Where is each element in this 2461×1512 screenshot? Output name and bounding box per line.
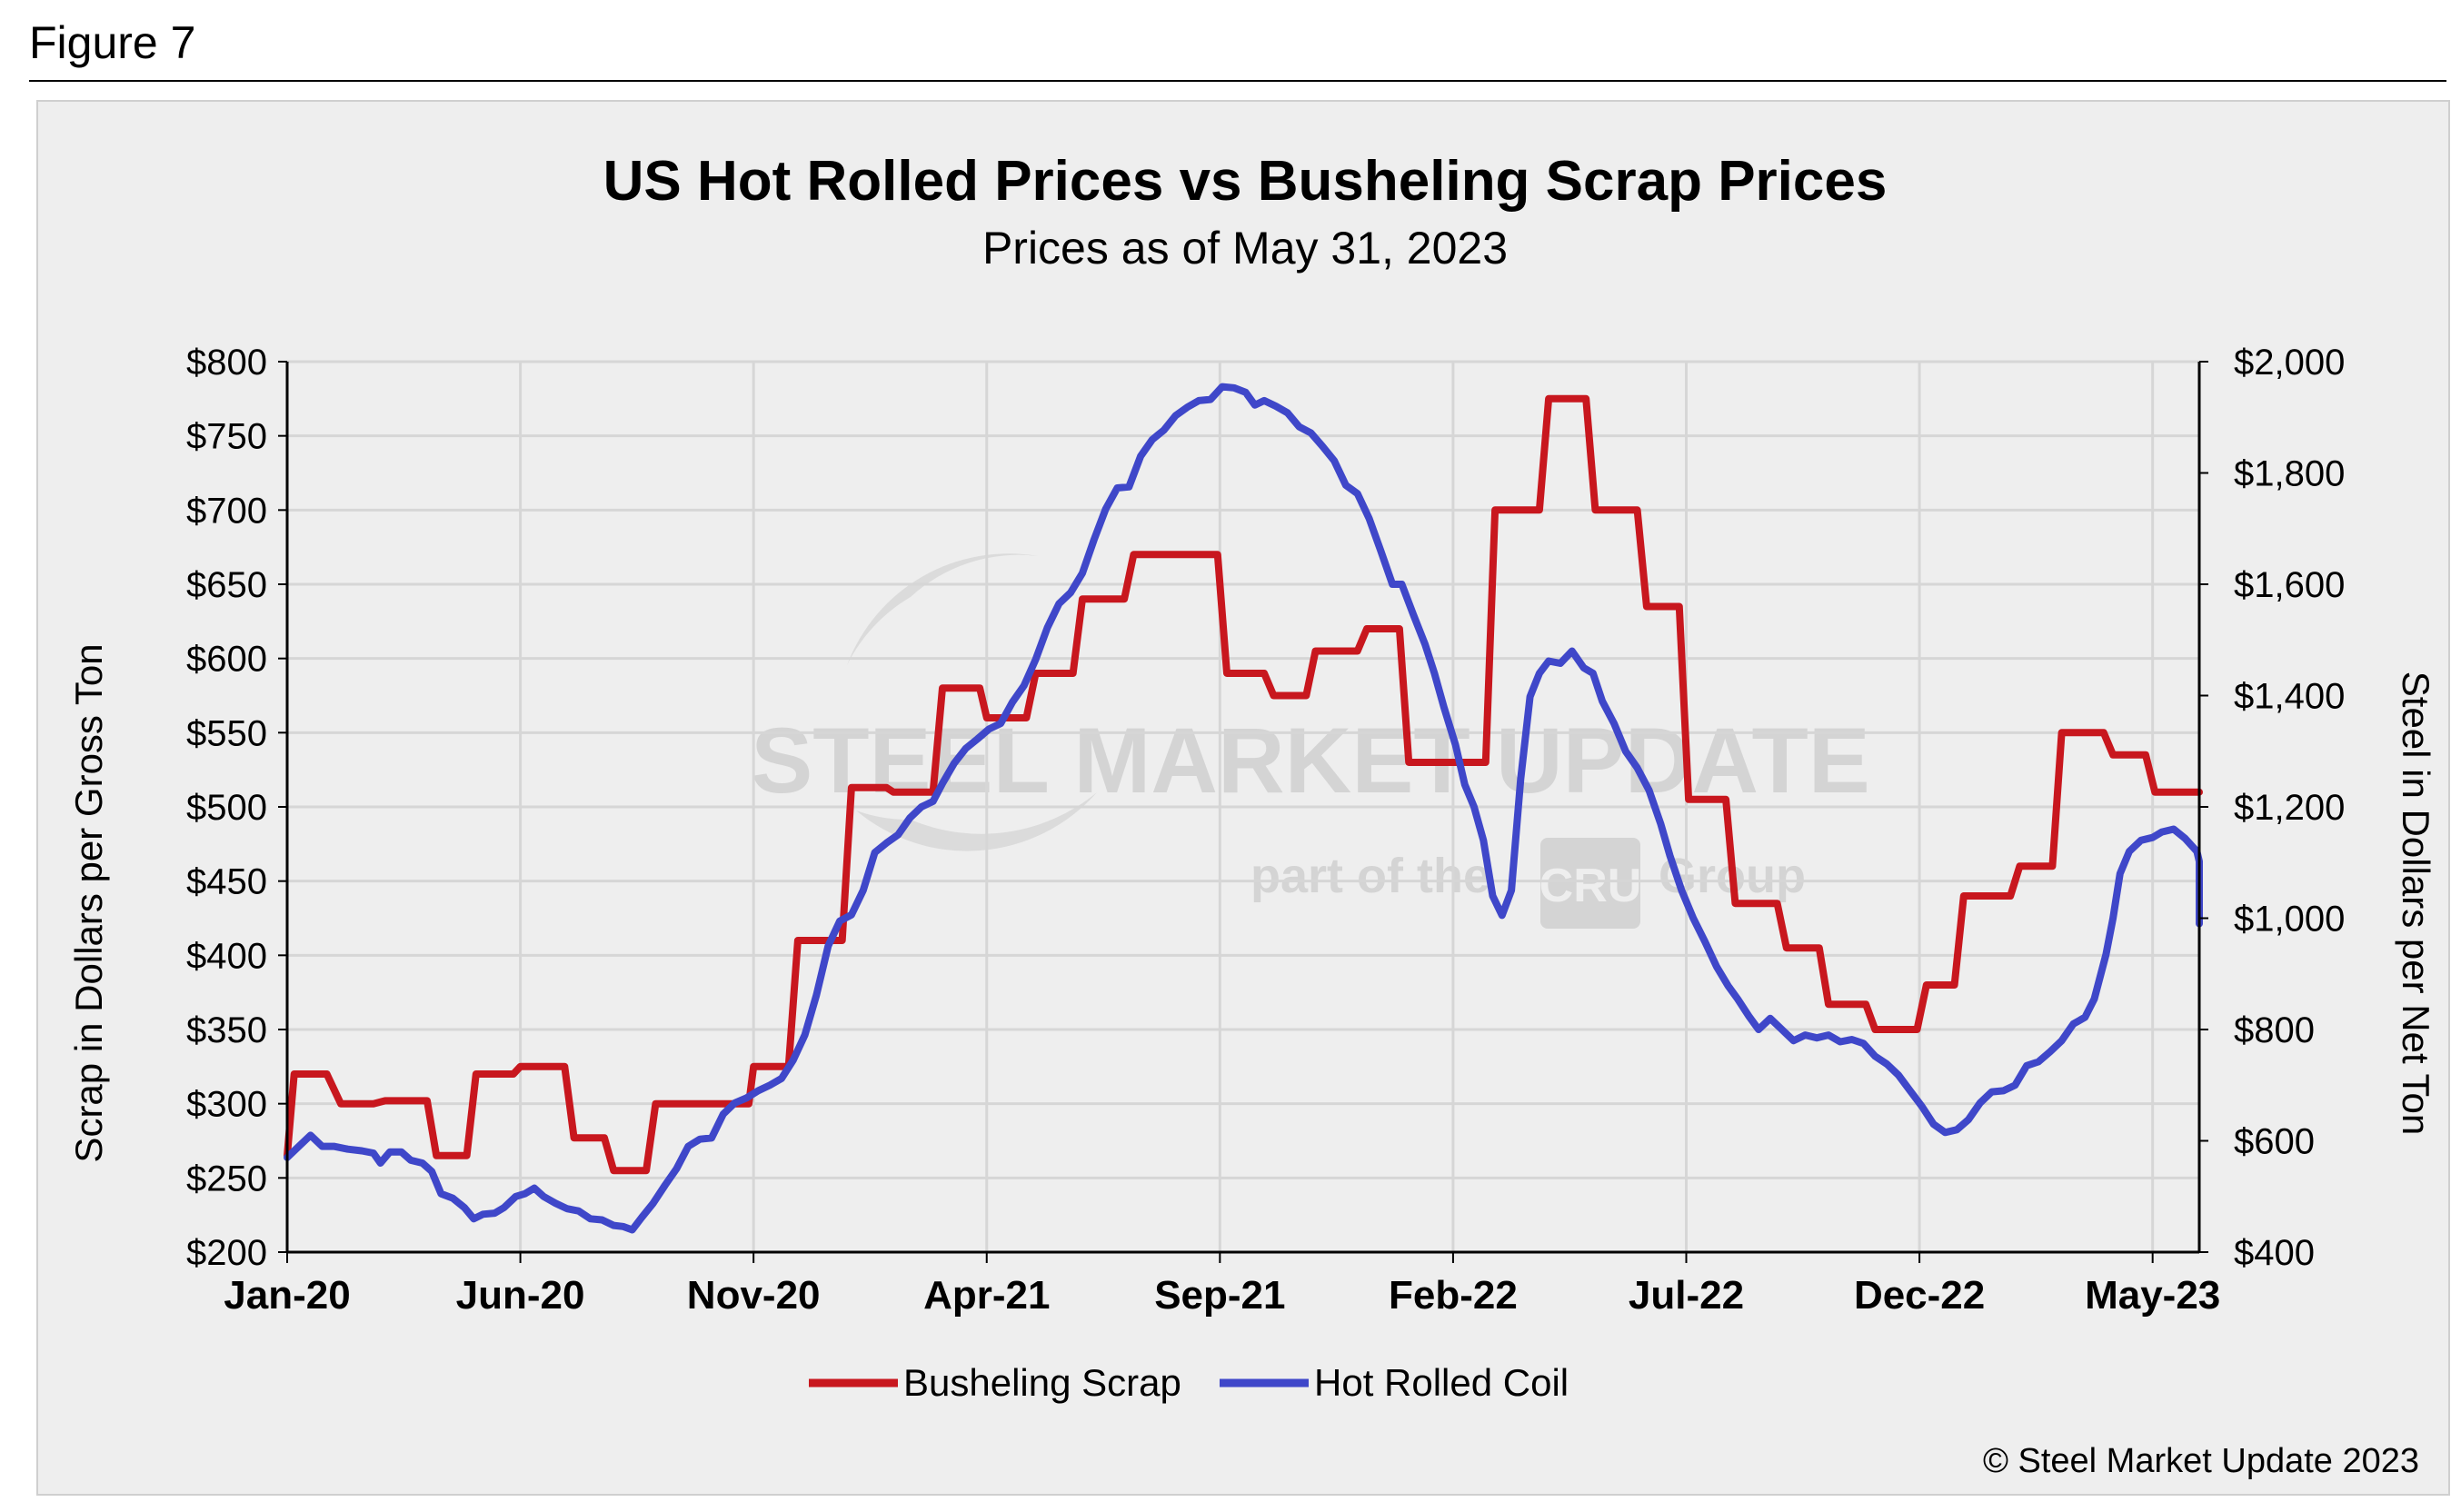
legend-label-hrc: Hot Rolled Coil (1314, 1361, 1569, 1404)
x-tick-label: Jan-20 (224, 1273, 350, 1318)
axes: $200 $250 $300 $350 $400 $450 $500 $550 $600 $650… (186, 343, 2345, 1318)
figure-divider (29, 80, 2446, 82)
x-tick-label: Jun-20 (456, 1273, 585, 1318)
y-tick-label: $600 (186, 640, 267, 680)
legend-label-scrap: Busheling Scrap (903, 1361, 1181, 1404)
y-tick-label: $350 (186, 1010, 267, 1050)
y-tick-label: $450 (186, 862, 267, 902)
watermark-swoosh-lower (856, 792, 1097, 851)
chart-title: US Hot Rolled Prices vs Busheling Scrap … (603, 150, 1888, 213)
y-tick-label: $300 (186, 1085, 267, 1125)
series-line-hot-rolled-coil (284, 383, 2203, 1234)
y-tick-label: $400 (186, 936, 267, 976)
watermark-logo-text: CRU (1539, 860, 1642, 912)
y-tick-label: $550 (186, 713, 267, 753)
watermark-swoosh (847, 553, 1038, 665)
y-tick-label: $650 (186, 565, 267, 605)
series-layer (284, 383, 2203, 1234)
y2-tick-label: $1,600 (2234, 565, 2345, 605)
x-tick-label: Jul-22 (1629, 1273, 1744, 1318)
y2-tick-label: $1,400 (2234, 677, 2345, 717)
chart-panel: STEEL MARKET UPDATE part of the CRU Grou… (36, 100, 2450, 1496)
x-tick-label: May-23 (2085, 1273, 2220, 1318)
chart: STEEL MARKET UPDATE part of the CRU Grou… (67, 150, 2437, 1480)
y2-tick-label: $1,800 (2234, 454, 2345, 494)
figure-label: Figure 7 (29, 17, 196, 68)
x-tick-label: Nov-20 (687, 1273, 821, 1318)
watermark-tagline-start: part of the (1250, 849, 1490, 903)
watermark: STEEL MARKET UPDATE part of the CRU Grou… (751, 553, 1870, 929)
y-tick-label: $250 (186, 1159, 267, 1199)
y-tick-label: $200 (186, 1233, 267, 1273)
y2-axis-label: Steel in Dollars per Net Ton (2395, 671, 2437, 1135)
watermark-cru-logo (1540, 838, 1640, 929)
y-tick-label: $800 (186, 343, 267, 383)
legend: Busheling Scrap Hot Rolled Coil (809, 1361, 1569, 1404)
y2-tick-label: $400 (2234, 1233, 2315, 1273)
x-tick-label: Feb-22 (1389, 1273, 1518, 1318)
chart-subtitle: Prices as of May 31, 2023 (982, 223, 1508, 274)
y2-tick-label: $2,000 (2234, 343, 2345, 383)
y-axis-label: Scrap in Dollars per Gross Ton (67, 643, 110, 1162)
y2-tick-label: $1,000 (2234, 900, 2345, 940)
y2-tick-label: $800 (2234, 1010, 2315, 1050)
series-line-busheling-scrap (284, 394, 2203, 1175)
y-tick-label: $750 (186, 417, 267, 457)
x-tick-label: Dec-22 (1854, 1273, 1985, 1318)
copyright: © Steel Market Update 2023 (1983, 1442, 2419, 1480)
x-tick-label: Sep-21 (1154, 1273, 1285, 1318)
y-tick-label: $700 (186, 491, 267, 531)
grid (287, 360, 2199, 1252)
x-tick-label: Apr-21 (923, 1273, 1050, 1318)
y2-tick-label: $600 (2234, 1122, 2315, 1162)
y2-tick-label: $1,200 (2234, 788, 2345, 828)
y-tick-label: $500 (186, 788, 267, 828)
